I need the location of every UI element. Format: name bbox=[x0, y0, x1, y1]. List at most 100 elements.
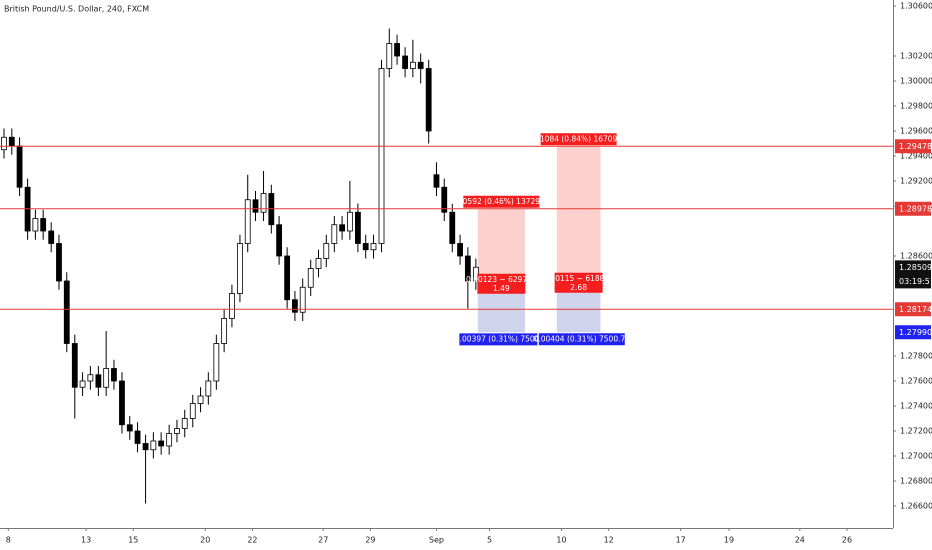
candle-body bbox=[457, 243, 463, 257]
price-line-tag bbox=[895, 201, 931, 216]
candle-body bbox=[292, 299, 298, 313]
position-mid-label: 1.49 bbox=[493, 284, 510, 293]
x-tick-label: 24 bbox=[795, 536, 805, 545]
candle-body bbox=[362, 243, 369, 251]
candle-body bbox=[346, 211, 353, 232]
y-tick-label: 1.30200 bbox=[900, 52, 932, 61]
candle-body bbox=[213, 343, 220, 382]
candle-body bbox=[32, 218, 39, 232]
candle-body bbox=[339, 224, 346, 232]
candle-body bbox=[378, 68, 385, 244]
y-tick-label: 1.27600 bbox=[900, 377, 932, 386]
price-line-label: 1.28978 bbox=[899, 204, 932, 213]
candle-body bbox=[394, 43, 400, 57]
y-tick-label: 1.27800 bbox=[900, 352, 932, 361]
candle-body bbox=[355, 211, 361, 244]
x-tick-label: 10 bbox=[556, 536, 566, 545]
x-tick-label: 22 bbox=[247, 536, 257, 545]
y-tick-label: 1.27400 bbox=[900, 402, 932, 411]
candle-body bbox=[174, 428, 180, 434]
candle-body bbox=[8, 136, 15, 147]
position-top-tag bbox=[540, 133, 617, 146]
candle-body bbox=[276, 224, 283, 257]
position-mid-tag bbox=[477, 273, 526, 294]
position-top-label: 0.01084 (0.84%) 16709.58 bbox=[528, 134, 629, 143]
x-tick-label: 13 bbox=[81, 536, 91, 545]
candle-body bbox=[150, 440, 157, 451]
candle-body bbox=[181, 418, 188, 429]
candle-body bbox=[237, 243, 243, 294]
candle-body bbox=[71, 343, 78, 388]
chart-title: British Pound/U.S. Dollar, 240, FXCM bbox=[4, 5, 149, 14]
marker-price-tag bbox=[895, 325, 931, 340]
price-line-tag bbox=[895, 302, 931, 317]
x-tick-label: 12 bbox=[604, 536, 614, 545]
position-top-label: 0.00592 (0.46%) 13729.33 bbox=[451, 197, 552, 206]
current-price-tag bbox=[895, 260, 931, 289]
price-line-label: 1.28174 bbox=[899, 305, 932, 314]
countdown: 03:19:51 bbox=[899, 277, 932, 286]
candle-body bbox=[386, 43, 393, 69]
position-risk bbox=[477, 208, 525, 283]
y-tick-label: 1.29800 bbox=[900, 102, 932, 111]
position-bottom-tag bbox=[538, 333, 625, 346]
candle-body bbox=[63, 280, 70, 344]
position-bottom-label: 0.00404 (0.31%) 7500.75 bbox=[534, 334, 631, 343]
candle-body bbox=[402, 55, 408, 69]
candle-body bbox=[260, 193, 267, 213]
candle-body bbox=[323, 243, 330, 259]
candle-body bbox=[87, 374, 94, 382]
candle-body bbox=[331, 224, 338, 244]
candle-body bbox=[441, 186, 448, 213]
candle-body bbox=[16, 145, 23, 188]
x-tick-label: 15 bbox=[128, 536, 138, 545]
y-tick-label: 1.30600 bbox=[900, 2, 932, 11]
candle-body bbox=[315, 258, 322, 269]
position-mid-label: 0.00123 ~ 629785 bbox=[466, 275, 537, 284]
position-bottom-label: 0.00397 (0.31%) 7500. bbox=[455, 334, 542, 343]
marker-price-label: 1.27990 bbox=[899, 328, 932, 337]
candle-body bbox=[464, 255, 471, 282]
candle-body bbox=[95, 374, 102, 388]
y-tick-label: 1.26600 bbox=[900, 502, 932, 511]
candle-body bbox=[284, 255, 291, 301]
y-tick-label: 1.28600 bbox=[900, 252, 932, 261]
x-tick-label: 26 bbox=[842, 536, 852, 545]
x-tick-label: 19 bbox=[724, 536, 734, 545]
y-tick-label: 1.29600 bbox=[900, 127, 932, 136]
candle-body bbox=[119, 380, 125, 426]
candle-body bbox=[449, 211, 456, 244]
y-tick-label: 1.27200 bbox=[900, 427, 932, 436]
candle-body bbox=[1, 136, 7, 151]
position-mid-label: 2.68 bbox=[570, 283, 587, 292]
candle-body bbox=[417, 61, 424, 69]
candle-body bbox=[126, 424, 133, 432]
candle-body bbox=[189, 403, 196, 419]
price-line-label: 1.29478 bbox=[899, 142, 932, 151]
candle-body bbox=[229, 293, 235, 319]
candle-body bbox=[56, 243, 62, 282]
candle-body bbox=[158, 440, 165, 447]
candle-body bbox=[142, 443, 149, 451]
candle-body bbox=[166, 433, 173, 447]
candle-body bbox=[307, 268, 314, 288]
position-mid-label: 0.00115 ~ 618873 bbox=[543, 274, 614, 283]
candle-body bbox=[433, 174, 440, 188]
candle-body bbox=[134, 430, 141, 444]
x-tick-label: 5 bbox=[487, 536, 492, 545]
y-tick-label: 1.26800 bbox=[900, 477, 932, 486]
x-tick-label: 8 bbox=[6, 536, 11, 545]
candle-body bbox=[425, 68, 432, 132]
x-tick-label: 27 bbox=[318, 536, 328, 545]
x-tick-label: 20 bbox=[200, 536, 210, 545]
price-line-tag bbox=[895, 139, 931, 154]
candle-body bbox=[409, 61, 416, 69]
position-top-tag bbox=[463, 195, 540, 208]
position-bottom-tag bbox=[459, 333, 538, 346]
candle-body bbox=[103, 368, 110, 388]
position-risk bbox=[556, 146, 601, 282]
candle-body bbox=[205, 380, 212, 397]
y-tick-label: 1.27000 bbox=[900, 452, 932, 461]
position-mid-tag bbox=[554, 272, 603, 293]
